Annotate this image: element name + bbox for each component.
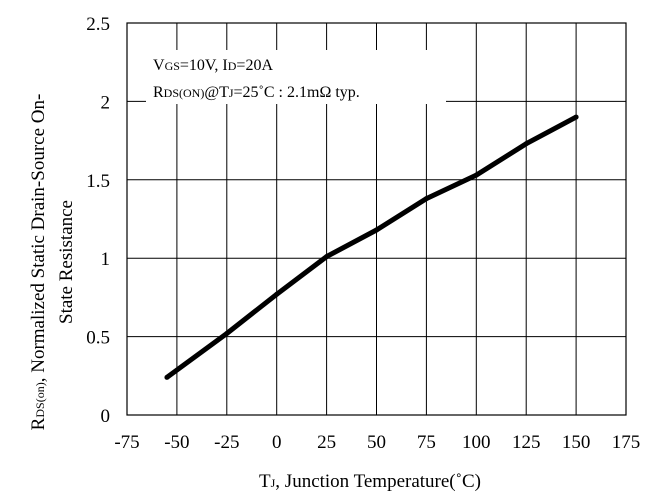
x-tick-label: 100: [462, 432, 491, 453]
annotation-typical-resistance: RDS(ON)@TJ=25˚C : 2.1mΩ typ.: [153, 84, 360, 101]
y-tick-label: 0: [101, 406, 111, 427]
x-tick-label: 25: [317, 432, 336, 453]
annotation-background: [146, 50, 446, 104]
x-axis-label: TJ, Junction Temperature(˚C): [259, 471, 481, 492]
x-tick-label: -25: [214, 432, 239, 453]
y-tick-label: 1: [101, 249, 111, 270]
y-axis-label-line1: RDS(on), Normalized Static Drain-Source …: [28, 94, 49, 431]
x-tick-label: 75: [417, 432, 436, 453]
x-tick-label: -75: [114, 432, 139, 453]
y-tick-label: 2.5: [86, 14, 110, 35]
plot-frame: [126, 22, 627, 416]
data-point: [374, 227, 379, 233]
data-point: [523, 141, 529, 147]
data-point: [224, 330, 230, 336]
series-points: [164, 114, 579, 380]
y-tick-label: 1.5: [86, 171, 110, 192]
x-tick-label: 150: [562, 432, 591, 453]
x-tick-label: 50: [367, 432, 386, 453]
data-point: [164, 374, 170, 380]
data-point: [274, 291, 280, 297]
data-point: [423, 196, 429, 202]
data-point: [573, 114, 579, 120]
x-tick-label: 175: [612, 432, 641, 453]
data-point: [324, 254, 330, 260]
y-tick-label: 2: [101, 92, 111, 113]
x-tick-label: -50: [164, 432, 189, 453]
y-tick-label: 0.5: [86, 328, 110, 349]
x-tick-labels: -75 -50 -25 0 25 50 75 100 125 150 175: [114, 432, 640, 453]
y-tick-labels: 0 0.5 1 1.5 2 2.5: [86, 14, 110, 427]
annotation-conditions: VGS=10V, ID=20A: [153, 57, 273, 74]
data-point: [473, 172, 479, 178]
x-tick-label: 125: [512, 432, 541, 453]
y-axis-label: RDS(on), Normalized Static Drain-Source …: [28, 94, 77, 431]
x-tick-label: 0: [272, 432, 282, 453]
y-axis-label-line2: State Resistance: [56, 200, 77, 324]
